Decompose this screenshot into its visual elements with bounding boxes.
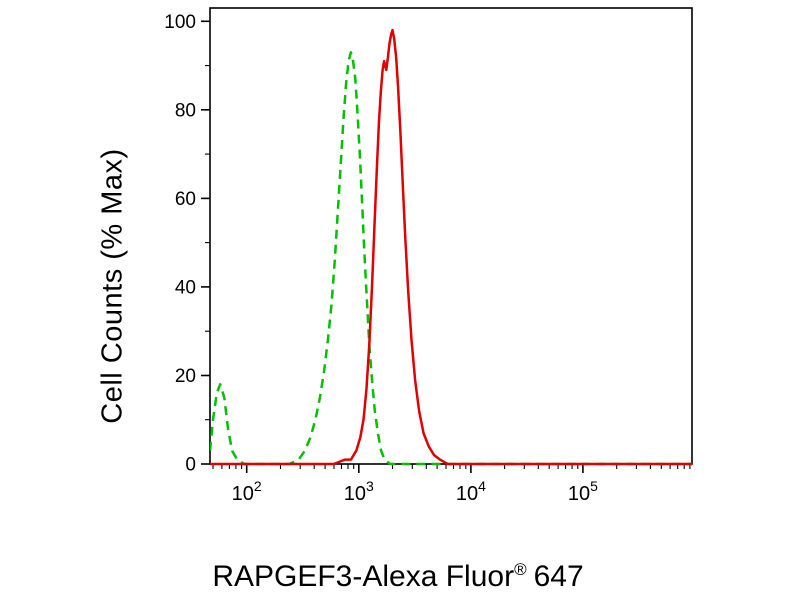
registered-trademark-symbol: ®: [514, 560, 527, 579]
svg-text:0: 0: [185, 455, 196, 476]
y-axis-ticks: [201, 20, 210, 465]
x-axis-label-text: RAPGEF3-Alexa Fluor: [212, 560, 515, 593]
x-axis-label: RAPGEF3-Alexa Fluor® 647: [212, 560, 583, 594]
y-axis-label: Cell Counts (% Max): [96, 148, 129, 424]
curve-isotype-control: [210, 51, 692, 466]
svg-text:80: 80: [175, 100, 196, 121]
svg-text:20: 20: [175, 366, 196, 387]
curve-rapgef3-stained: [210, 28, 692, 466]
x-axis-tick-labels: 102 103 104 105: [232, 478, 598, 505]
svg-text:102: 102: [232, 478, 262, 505]
x-axis-ticks: [212, 464, 691, 473]
svg-text:60: 60: [175, 189, 196, 210]
svg-text:103: 103: [344, 478, 374, 505]
x-axis-label-number: 647: [533, 560, 584, 593]
histogram-canvas: 102 103 104 105 0 20 40 60 80 100: [164, 7, 693, 505]
svg-text:40: 40: [175, 277, 196, 298]
plot-frame: [209, 7, 693, 465]
svg-text:104: 104: [456, 478, 486, 505]
y-axis-tick-labels: 0 20 40 60 80 100: [164, 12, 196, 476]
svg-text:105: 105: [568, 478, 598, 505]
svg-text:100: 100: [164, 12, 196, 33]
